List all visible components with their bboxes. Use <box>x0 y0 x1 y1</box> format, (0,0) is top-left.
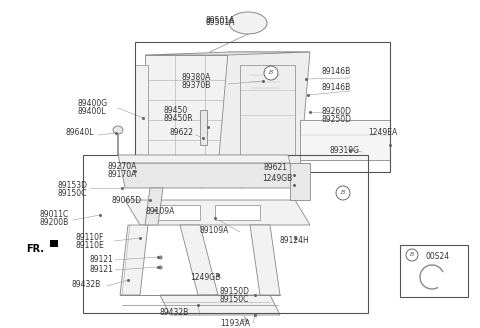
Polygon shape <box>118 155 290 163</box>
Text: 89400G: 89400G <box>78 99 108 108</box>
Bar <box>215 205 260 220</box>
Text: 89450R: 89450R <box>164 114 193 123</box>
Polygon shape <box>218 52 310 168</box>
Polygon shape <box>180 225 218 295</box>
Ellipse shape <box>113 126 123 134</box>
Text: 89110F: 89110F <box>76 233 104 242</box>
Circle shape <box>406 249 418 261</box>
Text: 89146B: 89146B <box>322 67 351 76</box>
Text: 89170A: 89170A <box>107 170 136 179</box>
Text: 89270A: 89270A <box>107 162 136 171</box>
Text: 89146B: 89146B <box>322 83 351 92</box>
Text: 89150C: 89150C <box>220 295 250 304</box>
Bar <box>135 42 390 172</box>
Text: 89501A: 89501A <box>205 18 234 27</box>
Bar <box>155 205 200 220</box>
Bar <box>240 65 295 155</box>
Text: 89153D: 89153D <box>58 181 88 190</box>
Polygon shape <box>145 188 163 225</box>
Text: 89150C: 89150C <box>58 189 87 198</box>
Text: 1249GB: 1249GB <box>262 174 292 183</box>
Polygon shape <box>120 225 148 295</box>
Polygon shape <box>125 200 310 225</box>
Text: 89450: 89450 <box>164 106 188 115</box>
Bar <box>83 155 368 313</box>
Polygon shape <box>135 65 148 155</box>
Text: 89109A: 89109A <box>200 226 229 235</box>
Text: 89150D: 89150D <box>220 287 250 296</box>
Polygon shape <box>145 52 310 55</box>
Ellipse shape <box>229 12 267 34</box>
Circle shape <box>336 186 350 200</box>
Text: 89110E: 89110E <box>76 241 105 250</box>
Polygon shape <box>300 120 390 160</box>
Text: 89065D: 89065D <box>112 196 142 205</box>
Polygon shape <box>120 163 295 188</box>
Polygon shape <box>160 295 280 315</box>
Text: 89640L: 89640L <box>66 128 95 137</box>
Text: 89432B: 89432B <box>159 308 188 317</box>
Polygon shape <box>250 225 280 295</box>
Text: 89121: 89121 <box>90 255 114 264</box>
Bar <box>400 245 468 297</box>
Text: 89260D: 89260D <box>322 107 352 116</box>
Text: 89380A: 89380A <box>182 73 211 82</box>
Text: 89109A: 89109A <box>146 207 175 216</box>
Text: 00S24: 00S24 <box>425 252 449 261</box>
Text: B: B <box>410 253 414 257</box>
Polygon shape <box>145 55 230 165</box>
Circle shape <box>264 66 278 80</box>
Text: 89310G: 89310G <box>330 146 360 155</box>
Text: 89400L: 89400L <box>78 107 107 116</box>
Text: 89250D: 89250D <box>322 115 352 124</box>
Text: 89011C: 89011C <box>40 210 69 219</box>
Text: 89200B: 89200B <box>40 218 69 227</box>
Polygon shape <box>50 240 58 247</box>
Text: 89432B: 89432B <box>72 280 101 289</box>
Text: 89370B: 89370B <box>182 81 211 90</box>
Text: 89622: 89622 <box>169 128 193 137</box>
Polygon shape <box>200 110 207 145</box>
Text: FR.: FR. <box>26 244 44 254</box>
Text: B: B <box>341 191 345 195</box>
Text: 89621: 89621 <box>264 163 288 172</box>
Text: 1249EA: 1249EA <box>368 128 397 137</box>
Text: 89121: 89121 <box>90 265 114 274</box>
Polygon shape <box>290 163 310 200</box>
Text: B: B <box>269 71 273 75</box>
Text: 89501A: 89501A <box>205 16 234 25</box>
Text: 1193AA: 1193AA <box>220 319 250 328</box>
Text: 89124H: 89124H <box>280 236 310 245</box>
Text: 1249GB: 1249GB <box>190 273 220 282</box>
